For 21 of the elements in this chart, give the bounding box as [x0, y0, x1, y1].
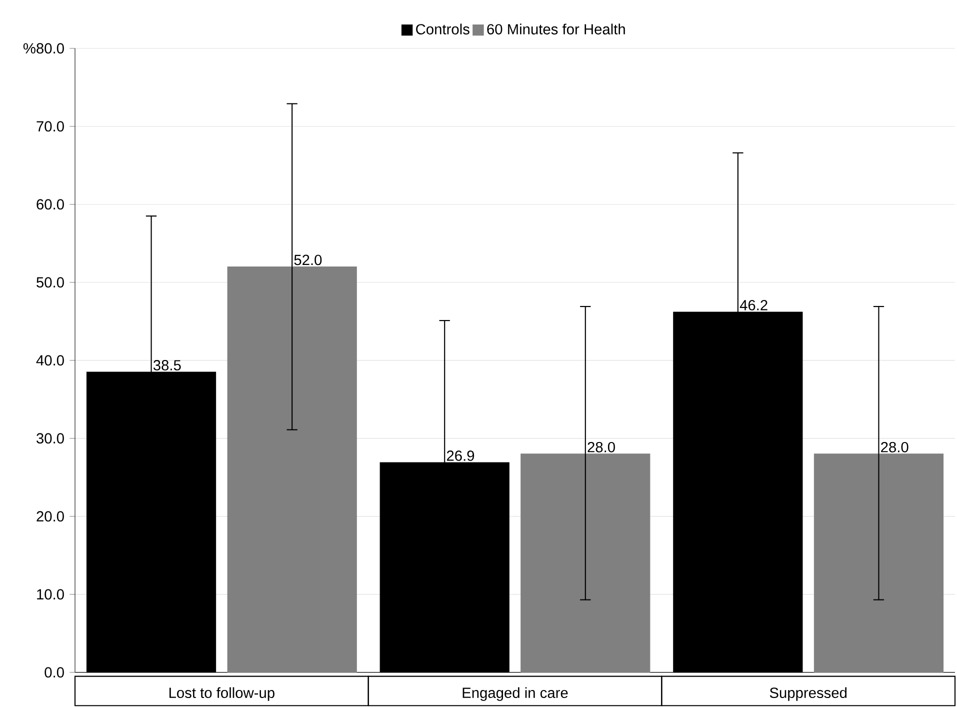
data-label: 38.5 [153, 360, 181, 370]
x-tick-label: Suppressed [770, 687, 847, 701]
data-label: 46.2 [740, 300, 768, 310]
y-tick-label: 50.0 [36, 277, 64, 288]
y-tick-label: 70.0 [36, 121, 64, 132]
bar [227, 266, 357, 673]
legend-label: 60 Minutes for Health [487, 24, 625, 34]
x-tick-label: Lost to follow-up [169, 687, 274, 701]
y-tick-label: 20.0 [36, 511, 64, 522]
data-label: 28.0 [881, 442, 908, 452]
x-tick-label: Engaged in care [462, 687, 568, 701]
y-tick-label: 30.0 [36, 433, 64, 444]
data-label: 28.0 [588, 442, 615, 452]
data-label: 52.0 [294, 254, 322, 266]
data-label: 26.9 [446, 450, 474, 461]
y-tick-label: 60.0 [36, 199, 64, 210]
y-tick-label: 10.0 [37, 589, 64, 600]
y-tick-label: 0.0 [44, 667, 64, 678]
y-tick-label: %80.0 [23, 43, 64, 54]
y-tick-label: 40.0 [36, 355, 64, 366]
legend-label: Controls [416, 24, 470, 34]
